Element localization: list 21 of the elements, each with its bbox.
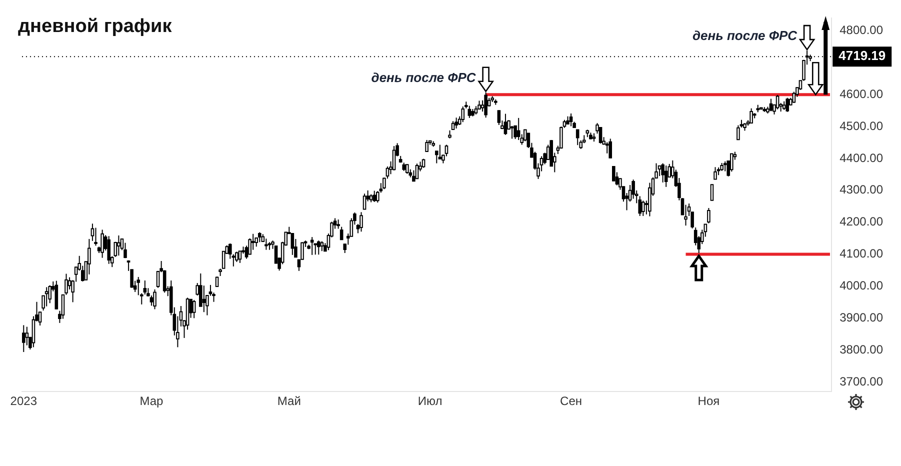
y-tick-label: 4100.00 [840,246,884,261]
chart-title: дневной график [18,16,172,38]
y-tick-label: 3700.00 [840,374,884,388]
y-tick-label: 4000.00 [840,278,884,293]
y-tick-label: 3800.00 [840,342,884,356]
y-tick-label: 4300.00 [840,182,884,197]
x-tick-label: 2023 [10,394,38,408]
x-tick-label: Сен [560,394,582,408]
x-tick-label: Июл [418,394,442,408]
y-tick-label: 3900.00 [840,310,884,324]
x-tick-label: Май [277,394,301,408]
x-tick-label: Ноя [698,394,720,408]
ref-line-label: 4719.19 [838,48,886,64]
y-tick-label: 4500.00 [840,118,884,133]
y-tick-label: 4600.00 [840,86,884,101]
annotation: день после ФРС [371,70,476,85]
y-tick-label: 4200.00 [840,214,884,229]
y-tick-label: 4800.00 [840,23,884,38]
x-tick-label: Мар [140,394,164,408]
y-tick-label: 4400.00 [840,150,884,165]
annotation: день после ФРС [692,28,798,44]
